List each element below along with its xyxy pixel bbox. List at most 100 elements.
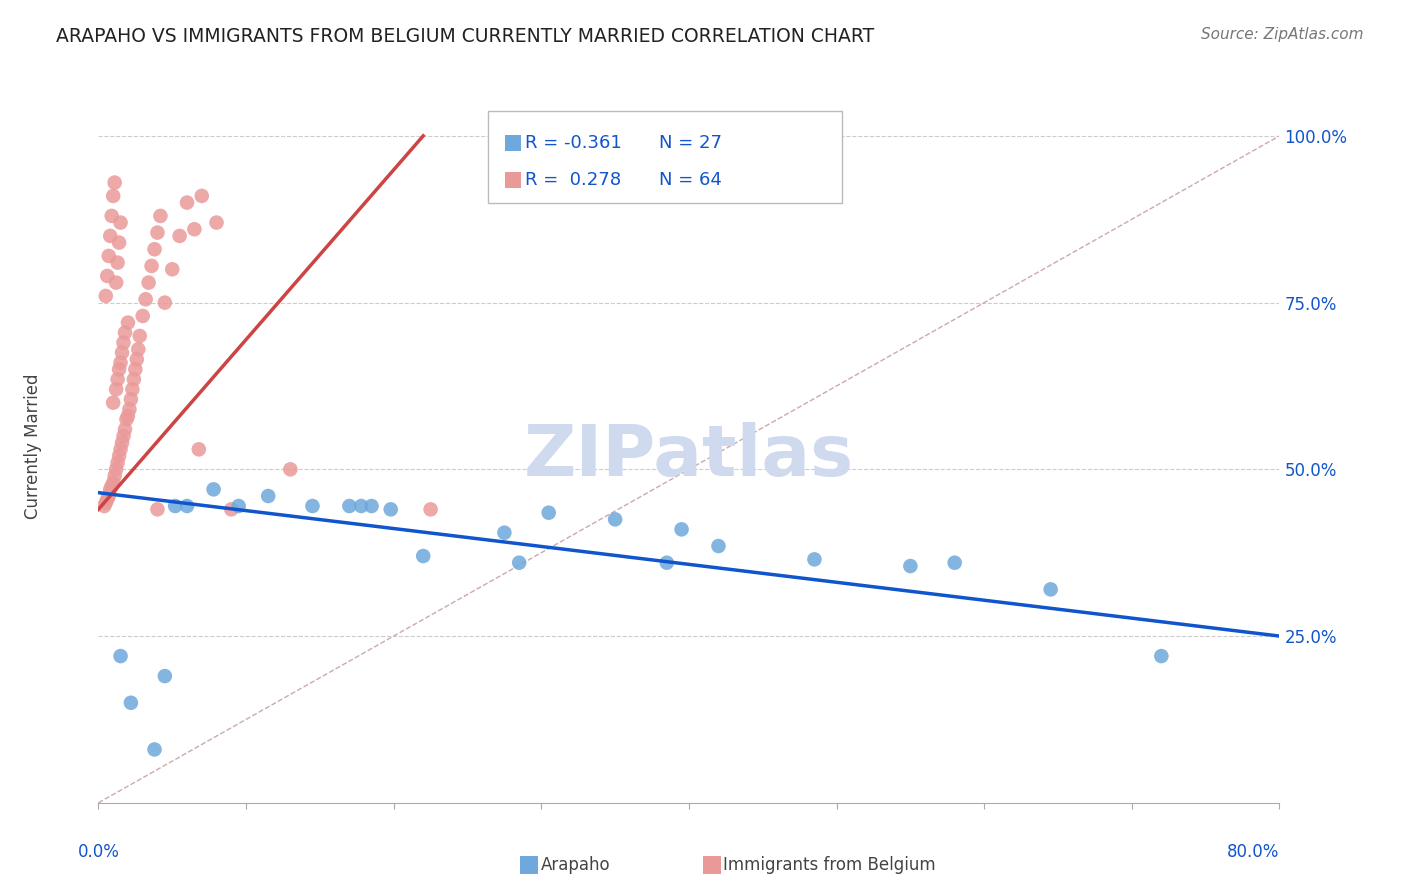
Point xyxy=(104,176,127,190)
Point xyxy=(350,499,373,513)
Point xyxy=(94,496,117,510)
Point xyxy=(110,216,132,230)
Point xyxy=(257,489,280,503)
Point xyxy=(1039,582,1062,597)
Point xyxy=(900,559,922,574)
Point xyxy=(419,502,441,516)
Point xyxy=(278,462,302,476)
Point xyxy=(153,669,176,683)
Point xyxy=(707,539,730,553)
Text: R =  0.278: R = 0.278 xyxy=(526,171,621,189)
Point xyxy=(96,492,118,507)
Point xyxy=(205,216,228,230)
Point xyxy=(122,372,145,386)
Point xyxy=(127,343,149,357)
Point xyxy=(141,259,163,273)
Point xyxy=(110,649,132,664)
Point xyxy=(655,556,678,570)
Point xyxy=(149,209,172,223)
Text: R = -0.361: R = -0.361 xyxy=(526,134,621,152)
Point xyxy=(103,395,125,409)
Point xyxy=(135,293,157,307)
Text: 80.0%: 80.0% xyxy=(1227,843,1279,861)
Text: Currently Married: Currently Married xyxy=(24,373,42,519)
Point xyxy=(221,502,243,516)
Text: 0.0%: 0.0% xyxy=(77,843,120,861)
Point xyxy=(943,556,966,570)
Point xyxy=(100,479,122,493)
Point xyxy=(671,522,693,536)
Point xyxy=(105,382,128,396)
Point xyxy=(124,362,146,376)
Text: Source: ZipAtlas.com: Source: ZipAtlas.com xyxy=(1201,27,1364,42)
Point xyxy=(117,316,139,330)
Point xyxy=(187,442,209,457)
Point xyxy=(107,372,129,386)
Text: Arapaho: Arapaho xyxy=(540,856,610,874)
Point xyxy=(537,506,560,520)
Point xyxy=(108,235,131,250)
Point xyxy=(412,549,434,563)
Point xyxy=(96,268,118,283)
Text: ARAPAHO VS IMMIGRANTS FROM BELGIUM CURRENTLY MARRIED CORRELATION CHART: ARAPAHO VS IMMIGRANTS FROM BELGIUM CURRE… xyxy=(56,27,875,45)
Point xyxy=(104,469,127,483)
Point xyxy=(98,483,121,497)
Point xyxy=(110,442,132,457)
Point xyxy=(183,222,205,236)
Point xyxy=(114,326,136,340)
Point xyxy=(143,242,166,256)
Point xyxy=(146,226,169,240)
Point xyxy=(105,462,128,476)
Point xyxy=(339,499,360,513)
Point xyxy=(508,556,530,570)
Point xyxy=(117,409,139,423)
Point xyxy=(107,456,129,470)
Point xyxy=(132,309,155,323)
Point xyxy=(494,525,516,540)
Point xyxy=(103,189,125,203)
Point xyxy=(176,195,198,210)
Text: N = 27: N = 27 xyxy=(659,134,721,152)
Point xyxy=(97,249,120,263)
Point xyxy=(105,276,128,290)
Point xyxy=(118,402,141,417)
Point xyxy=(125,352,148,367)
Point xyxy=(103,475,125,490)
Point xyxy=(162,262,183,277)
Point xyxy=(110,356,132,370)
Point xyxy=(100,209,122,223)
Point xyxy=(165,499,187,513)
Point xyxy=(301,499,323,513)
Point xyxy=(360,499,382,513)
Point xyxy=(143,742,166,756)
Point xyxy=(108,449,131,463)
Point xyxy=(605,512,627,526)
Text: N = 64: N = 64 xyxy=(659,171,721,189)
Point xyxy=(153,295,176,310)
Text: Immigrants from Belgium: Immigrants from Belgium xyxy=(723,856,936,874)
Point xyxy=(1150,649,1173,664)
Point xyxy=(146,502,169,516)
Point xyxy=(112,335,135,350)
Point xyxy=(115,412,138,426)
Point xyxy=(128,329,150,343)
Point xyxy=(176,499,198,513)
Point xyxy=(93,499,115,513)
Text: ZIPatlas: ZIPatlas xyxy=(524,422,853,491)
Point xyxy=(803,552,825,566)
Point xyxy=(111,435,134,450)
Point xyxy=(138,276,160,290)
Point xyxy=(94,289,117,303)
Point xyxy=(121,382,143,396)
Point xyxy=(380,502,402,516)
Point xyxy=(169,228,191,243)
Point xyxy=(228,499,250,513)
Point xyxy=(114,422,136,436)
Point xyxy=(191,189,214,203)
Point xyxy=(107,255,129,269)
Point xyxy=(120,696,142,710)
Point xyxy=(112,429,135,443)
Point xyxy=(111,345,134,359)
Point xyxy=(97,489,120,503)
Point xyxy=(120,392,142,407)
